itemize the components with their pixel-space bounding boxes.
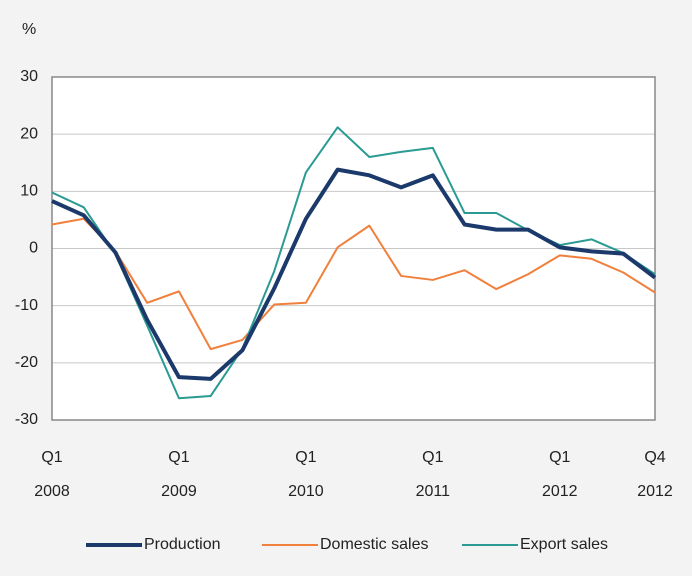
series-line	[51, 167, 657, 381]
plot-border	[51, 76, 656, 421]
x-tick-label: Q1	[549, 449, 570, 466]
y-tick-label: 0	[29, 240, 38, 257]
x-tick-label: 2011	[416, 483, 451, 500]
x-tick-label: Q1	[41, 449, 62, 466]
y-tick-label: 20	[20, 125, 38, 142]
y-tick-label: -20	[15, 354, 38, 371]
x-tick-label: 2008	[34, 483, 70, 500]
x-tick-label: Q1	[422, 449, 443, 466]
y-tick-label: 10	[20, 183, 38, 200]
x-tick-label: Q4	[644, 449, 665, 466]
y-tick-label: -10	[15, 297, 38, 314]
x-tick-label: Q1	[295, 449, 316, 466]
y-tick-label: 30	[20, 68, 38, 85]
y-axis-label: %	[22, 21, 36, 38]
y-tick-label: -30	[15, 411, 38, 428]
series-line	[51, 217, 656, 351]
legend-label: Export sales	[520, 536, 608, 553]
x-tick-label: 2012	[542, 483, 578, 500]
x-tick-label: 2012	[637, 483, 673, 500]
x-tick-label: Q1	[168, 449, 189, 466]
legend-label: Production	[144, 536, 221, 553]
legend-label: Domestic sales	[320, 536, 428, 553]
x-tick-label: 2010	[288, 483, 324, 500]
x-tick-label: 2009	[161, 483, 197, 500]
